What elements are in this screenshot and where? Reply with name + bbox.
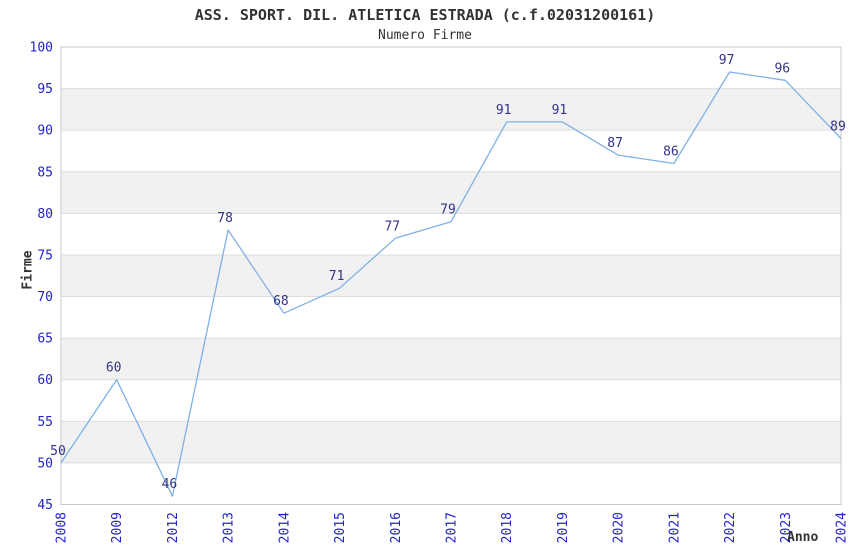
x-tick-label: 2018 [500,512,515,543]
y-tick-label: 100 [30,41,53,56]
x-tick-label: 2024 [835,512,850,543]
y-tick-label: 45 [37,498,53,513]
x-tick-label: 2017 [445,512,460,543]
value-label: 87 [607,136,623,151]
x-tick-label: 2014 [277,512,292,543]
plot-border [60,46,842,505]
y-tick-label: 90 [37,124,53,139]
value-label: 79 [440,203,456,218]
x-tick-label: 2023 [779,512,794,543]
value-label: 68 [273,294,289,309]
value-label: 46 [162,477,178,492]
x-tick-label: 2019 [556,512,571,543]
y-tick-label: 60 [37,373,53,388]
y-tick-label: 55 [37,415,53,430]
value-label: 91 [552,103,568,118]
x-tick-label: 2009 [110,512,125,543]
x-tick-label: 2021 [667,512,682,543]
value-label: 78 [217,211,233,226]
x-tick-label: 2022 [723,512,738,543]
x-tick-label: 2013 [222,512,237,543]
value-label: 77 [384,219,400,234]
value-label: 86 [663,145,679,160]
chart-title: ASS. SPORT. DIL. ATLETICA ESTRADA (c.f.0… [194,6,656,24]
x-tick-label: 2020 [612,512,627,543]
y-tick-label: 95 [37,82,53,97]
y-tick-label: 75 [37,248,53,263]
grid-band [61,254,841,297]
y-tick-label: 50 [37,456,53,471]
y-tick-label: 70 [37,290,53,305]
y-tick-label: 65 [37,332,53,347]
grid-band [61,88,841,131]
value-label: 91 [496,103,512,118]
y-tick-label: 80 [37,207,53,222]
value-label: 97 [719,53,735,68]
value-label: 50 [50,444,66,459]
x-axis-title: Anno [787,530,819,545]
value-label: 96 [774,61,790,76]
grid-band [61,171,841,214]
x-tick-label: 2008 [55,512,70,543]
value-label: 60 [106,361,122,376]
grid-band [61,421,841,463]
x-tick-label: 2016 [389,512,404,543]
value-label: 71 [329,269,345,284]
y-tick-label: 85 [37,165,53,180]
grid-band [61,338,841,380]
x-tick-label: 2012 [166,512,181,543]
x-tick-label: 2015 [333,512,348,543]
chart-subtitle: Numero Firme [378,28,472,43]
data-line [60,71,842,497]
value-label: 89 [830,120,846,135]
